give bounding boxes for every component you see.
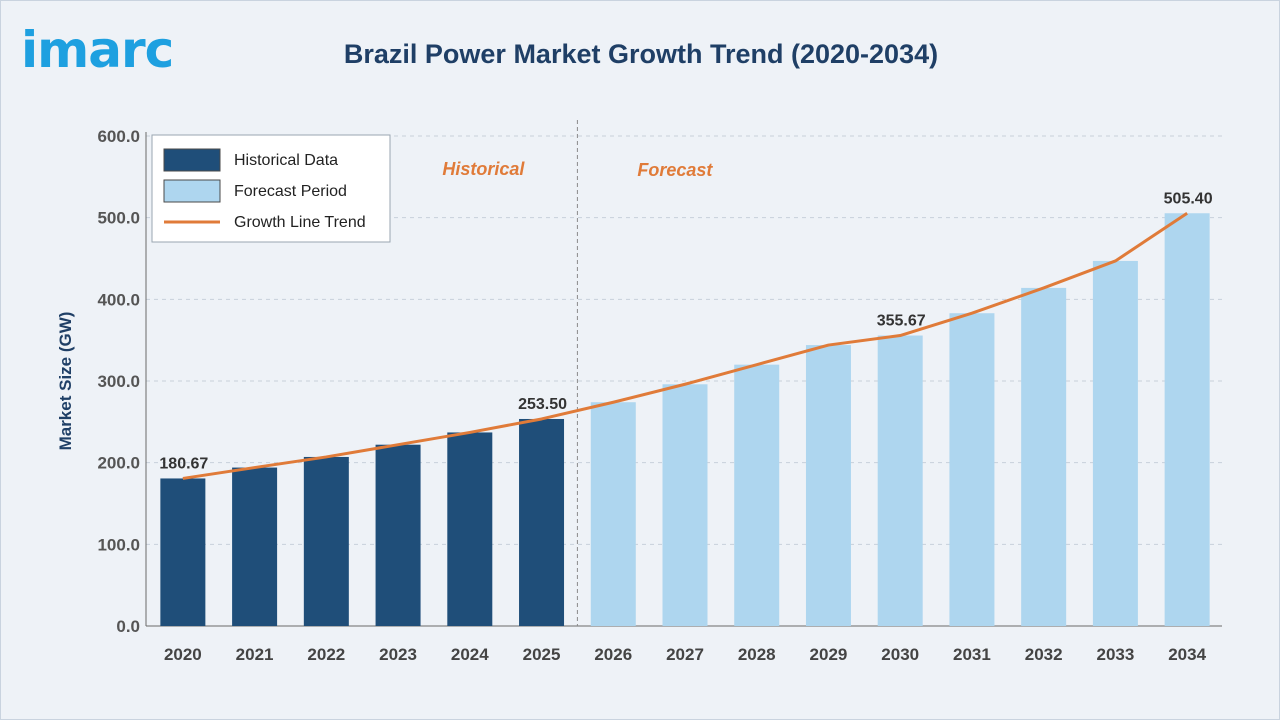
bar-2023 xyxy=(375,444,421,626)
bar-2029 xyxy=(805,345,851,626)
x-tick-label: 2023 xyxy=(379,645,417,664)
growth-line-trend xyxy=(182,212,1188,480)
y-tick-label: 600.0 xyxy=(97,127,140,146)
bar-2031 xyxy=(949,313,995,626)
y-tick-label: 300.0 xyxy=(97,372,140,391)
y-axis-title: Market Size (GW) xyxy=(56,312,75,451)
x-tick-label: 2027 xyxy=(666,645,704,664)
y-tick-label: 100.0 xyxy=(97,535,140,554)
x-tick-label: 2021 xyxy=(236,645,274,664)
chart-title: Brazil Power Market Growth Trend (2020-2… xyxy=(343,39,939,69)
bar-2030 xyxy=(877,335,923,626)
bar-2022 xyxy=(303,456,349,626)
bar-2032 xyxy=(1021,287,1067,626)
x-tick-label: 2020 xyxy=(164,645,202,664)
x-tick-label: 2029 xyxy=(810,645,848,664)
y-tick-label: 0.0 xyxy=(116,617,140,636)
data-label-2025: 253.50 xyxy=(518,396,567,413)
bar-2027 xyxy=(662,384,708,626)
x-tick-label: 2032 xyxy=(1025,645,1063,664)
bar-2033 xyxy=(1092,260,1138,626)
legend-swatch-0 xyxy=(163,148,221,172)
bar-2025 xyxy=(519,418,565,626)
x-tick-label: 2026 xyxy=(594,645,632,664)
bar-2034 xyxy=(1164,213,1210,627)
legend-label-1: Forecast Period xyxy=(234,183,347,200)
y-tick-label: 500.0 xyxy=(97,209,140,228)
bar-2024 xyxy=(447,432,493,626)
x-tick-label: 2022 xyxy=(307,645,345,664)
bar-2020 xyxy=(160,478,206,626)
data-label-2020: 180.67 xyxy=(159,455,208,472)
legend-label-2: Growth Line Trend xyxy=(234,214,366,231)
legend-swatch-1 xyxy=(163,179,221,203)
legend-label-0: Historical Data xyxy=(234,152,338,169)
y-tick-label: 400.0 xyxy=(97,290,140,309)
x-tick-label: 2028 xyxy=(738,645,776,664)
y-tick-label: 200.0 xyxy=(97,454,140,473)
forecast-period-label: Forecast xyxy=(637,160,713,180)
imarc-logo: imarc xyxy=(21,21,174,79)
data-label-2034: 505.40 xyxy=(1164,190,1213,207)
bar-2026 xyxy=(590,402,636,626)
x-tick-label: 2024 xyxy=(451,645,489,664)
bar-2028 xyxy=(734,364,780,626)
x-tick-label: 2031 xyxy=(953,645,991,664)
historical-period-label: Historical xyxy=(442,159,525,179)
data-label-2030: 355.67 xyxy=(877,313,926,330)
x-tick-label: 2033 xyxy=(1096,645,1134,664)
x-tick-label: 2025 xyxy=(523,645,561,664)
x-tick-label: 2030 xyxy=(881,645,919,664)
x-tick-label: 2034 xyxy=(1168,645,1206,664)
bar-2021 xyxy=(232,467,278,626)
